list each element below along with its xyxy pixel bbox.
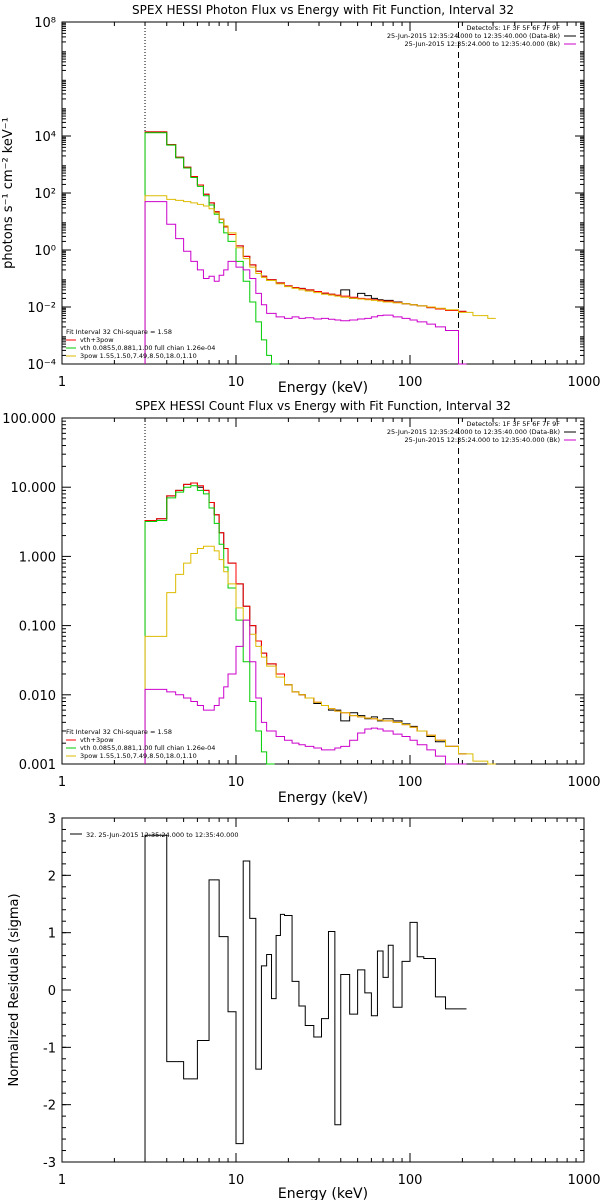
y-tick-label: -3 (43, 1156, 56, 1171)
x-axis-label: Energy (keV) (278, 790, 368, 806)
legend-top-line: Detectors: 1F 3F 5F 6F 7F 9F (466, 24, 560, 32)
data-series-1 (144, 482, 467, 764)
chart-title: SPEX HESSI Count Flux vs Energy with Fit… (135, 399, 511, 413)
legend-top-line: 25-Jun-2015 12:35:24.000 to 12:35:40.000… (405, 436, 560, 444)
legend-bottom-line: vth+3pow (80, 336, 114, 344)
data-series-3 (144, 485, 275, 765)
data-series-5 (144, 619, 467, 765)
x-tick-label: 100 (398, 375, 423, 390)
data-series-4 (144, 545, 496, 765)
chart-panel-1: SPEX HESSI Photon Flux vs Energy with Fi… (1, 3, 600, 396)
legend-top-line: 25-Jun-2015 12:35:24.000 to 12:35:40.000… (387, 428, 560, 436)
data-series-2 (144, 131, 467, 364)
y-axis-label: Normalized Residuals (sigma) (7, 893, 22, 1086)
data-series-5 (144, 201, 467, 365)
x-tick-label: 1000 (567, 1173, 600, 1188)
legend-top-line: Detectors: 1F 3F 5F 6F 7F 9F (466, 420, 560, 428)
y-tick-label: 10⁴ (34, 130, 56, 145)
legend-bottom-line: 3pow 1.55,1.50,7.49,8.50,18.0,1.10 (80, 352, 197, 360)
legend-bottom-line: vth 0.0855,0.881,1.00 full chian 1.26e-0… (80, 344, 215, 352)
x-axis-label: Energy (keV) (278, 380, 368, 396)
legend-top-line: 25-Jun-2015 12:35:24.000 to 12:35:40.000… (387, 32, 560, 40)
x-tick-label: 1000 (567, 375, 600, 390)
y-tick-label: -1 (43, 1041, 56, 1056)
x-tick-label: 1 (58, 375, 66, 390)
data-series-1 (144, 834, 467, 1162)
legend-bottom-line: Fit Interval 32 Chi-square = 1.58 (66, 728, 172, 736)
y-tick-label: 1.000 (19, 550, 56, 565)
x-tick-label: 1000 (567, 775, 600, 790)
plot-frame (61, 21, 585, 365)
x-tick-label: 10 (228, 775, 245, 790)
plot-frame (61, 417, 585, 765)
chart-title: SPEX HESSI Photon Flux vs Energy with Fi… (132, 3, 514, 17)
legend-bottom-line: vth 0.0855,0.881,1.00 full chian 1.26e-0… (80, 744, 215, 752)
x-axis-label: Energy (keV) (278, 1186, 368, 1200)
y-tick-label: 10⁻² (27, 301, 56, 316)
y-tick-label: 0.100 (19, 620, 56, 635)
legend-top-line: 25-Jun-2015 12:35:24.000 to 12:35:40.000… (405, 40, 560, 48)
y-tick-label: 3 (48, 812, 56, 827)
chart-panel-3: 1 10 100 1000 -3 -2 -1 0 1 2 3 Energy (keV) Normaliz… (7, 812, 600, 1200)
chart-panel-2: SPEX HESSI Count Flux vs Energy with Fit… (2, 399, 600, 806)
legend-bottom-line: Fit Interval 32 Chi-square = 1.58 (66, 328, 172, 336)
y-tick-label: 100.000 (2, 412, 56, 427)
y-tick-label: 10⁸ (34, 16, 56, 31)
x-tick-label: 100 (398, 1173, 423, 1188)
x-tick-label: 10 (228, 375, 245, 390)
x-tick-label: 1 (58, 775, 66, 790)
y-tick-label: 0.001 (19, 758, 56, 773)
y-tick-label: 2 (48, 869, 56, 884)
x-tick-label: 1 (58, 1173, 66, 1188)
data-series-4 (144, 195, 496, 364)
y-tick-label: 10⁻⁴ (27, 358, 56, 373)
y-tick-label: 0 (48, 984, 56, 999)
y-axis-label: photons s⁻¹ cm⁻² keV⁻¹ (1, 117, 16, 269)
data-series-2 (144, 482, 467, 764)
y-tick-label: 10.000 (11, 481, 57, 496)
x-tick-label: 100 (398, 775, 423, 790)
y-tick-label: 10² (34, 187, 56, 202)
legend-bottom-line: vth+3pow (80, 736, 114, 744)
legend-top-line: 32. 25-Jun-2015 12:35:24.000 to 12:35:40… (86, 831, 238, 839)
y-tick-label: 1 (48, 927, 56, 942)
y-tick-label: -2 (43, 1099, 56, 1114)
x-tick-label: 10 (228, 1173, 245, 1188)
y-tick-label: 10⁰ (34, 244, 56, 259)
plot-frame (61, 817, 585, 1163)
y-tick-label: 0.010 (19, 689, 56, 704)
legend-bottom-line: 3pow 1.55,1.50,7.49,8.50,18.0,1.10 (80, 752, 197, 760)
data-series-1 (144, 131, 467, 364)
